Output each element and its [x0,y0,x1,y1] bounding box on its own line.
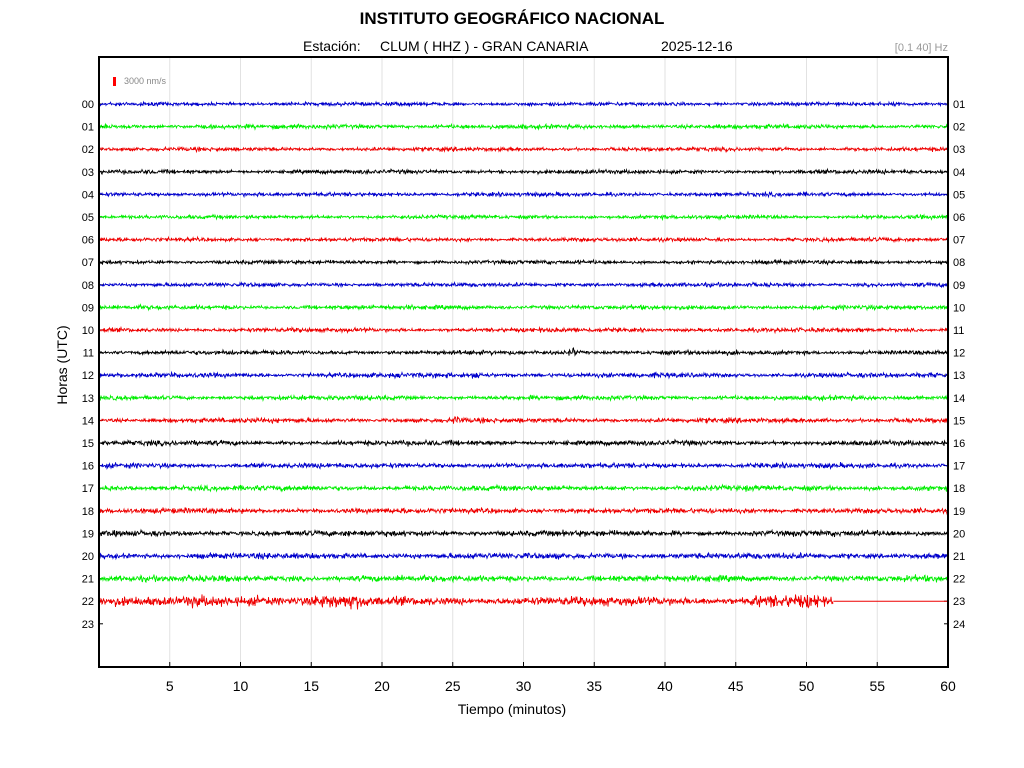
x-tick-label: 30 [516,678,532,694]
hour-label-left: 06 [82,235,94,247]
hour-label-right: 08 [953,257,965,269]
hour-label-right: 06 [953,212,965,224]
x-tick-label: 45 [728,678,744,694]
hour-label-left: 00 [82,99,94,111]
hour-label-right: 24 [953,619,965,631]
hour-label-left: 07 [82,257,94,269]
hour-label-left: 18 [82,506,94,518]
hour-label-left: 17 [82,483,94,495]
hour-label-right: 12 [953,348,965,360]
hour-label-right: 03 [953,144,965,156]
x-tick-label: 55 [869,678,885,694]
hour-label-left: 04 [82,189,94,201]
hour-label-right: 20 [953,528,965,540]
hour-label-left: 16 [82,461,94,473]
x-tick-label: 35 [586,678,602,694]
hour-label-left: 02 [82,144,94,156]
frequency-band: [0.1 40] Hz [894,42,948,54]
x-axis-label: Tiempo (minutos) [457,701,567,717]
trace-hour-16 [99,461,949,471]
trace-hour-14 [99,415,949,425]
scale-label: 3000 nm/s [124,76,167,86]
trace-hour-18 [99,506,949,516]
record-date: 2025-12-16 [661,38,733,54]
trace-hour-01 [99,122,949,131]
trace-hour-07 [99,258,949,266]
hour-label-left: 19 [82,528,94,540]
hour-label-right: 10 [953,302,965,314]
hour-label-left: 09 [82,302,94,314]
trace-hour-11 [99,347,949,357]
hour-label-right: 14 [953,393,965,405]
trace-hour-20 [99,551,949,561]
page-title: INSTITUTO GEOGRÁFICO NACIONAL [359,9,665,28]
trace-hour-09 [99,303,949,312]
hour-label-right: 02 [953,122,965,134]
x-tick-label: 40 [657,678,673,694]
hour-label-left: 13 [82,393,94,405]
trace-hour-12 [99,370,949,380]
hour-label-right: 17 [953,461,965,473]
hour-label-left: 14 [82,415,94,427]
hour-label-right: 21 [953,551,965,563]
x-tick-label: 5 [166,678,174,694]
x-tick-label: 50 [799,678,815,694]
trace-hour-13 [99,393,948,403]
trace-hour-04 [99,190,949,199]
trace-hour-06 [99,235,949,244]
trace-hour-08 [99,281,948,289]
trace-hour-10 [99,325,949,335]
x-tick-label: 10 [233,678,249,694]
hour-label-left: 01 [82,122,94,134]
hour-label-right: 09 [953,280,965,292]
hour-label-left: 21 [82,574,94,586]
scale-bar [113,77,116,86]
station-name: CLUM ( HHZ ) - GRAN CANARIA [380,38,589,54]
x-tick-label: 20 [374,678,390,694]
trace-hour-03 [99,167,949,176]
hour-label-left: 20 [82,551,94,563]
hour-label-left: 11 [83,348,94,360]
hour-label-left: 22 [82,596,94,608]
x-tick-label: 15 [303,678,319,694]
hour-label-left: 15 [82,438,94,450]
hour-label-left: 03 [82,167,94,179]
y-axis-label: Horas (UTC) [54,325,70,405]
trace-hour-02 [99,145,949,154]
trace-hour-22 [99,594,834,610]
trace-hour-00 [99,100,949,108]
hour-label-right: 04 [953,167,965,179]
station-label: Estación: [303,38,361,54]
hour-label-left: 12 [82,370,94,382]
trace-hour-17 [99,483,949,493]
trace-hour-19 [99,528,949,538]
hour-label-right: 07 [953,235,965,247]
hour-label-right: 16 [953,438,965,450]
x-tick-label: 60 [940,678,956,694]
hour-label-right: 15 [953,415,965,427]
trace-hour-15 [99,438,949,448]
hour-label-right: 23 [953,596,965,608]
trace-hour-21 [99,574,949,584]
hour-label-left: 23 [82,619,94,631]
hour-label-right: 01 [953,99,965,111]
hour-label-left: 10 [82,325,94,337]
trace-hour-05 [99,213,949,222]
hour-label-right: 05 [953,189,965,201]
hour-label-left: 05 [82,212,94,224]
hour-label-right: 18 [953,483,965,495]
plot-frame [98,56,949,668]
hour-label-right: 11 [953,325,964,337]
hour-label-right: 13 [953,370,965,382]
x-tick-label: 25 [445,678,461,694]
hour-label-left: 08 [82,280,94,292]
hour-label-right: 19 [953,506,965,518]
hour-label-right: 22 [953,574,965,586]
